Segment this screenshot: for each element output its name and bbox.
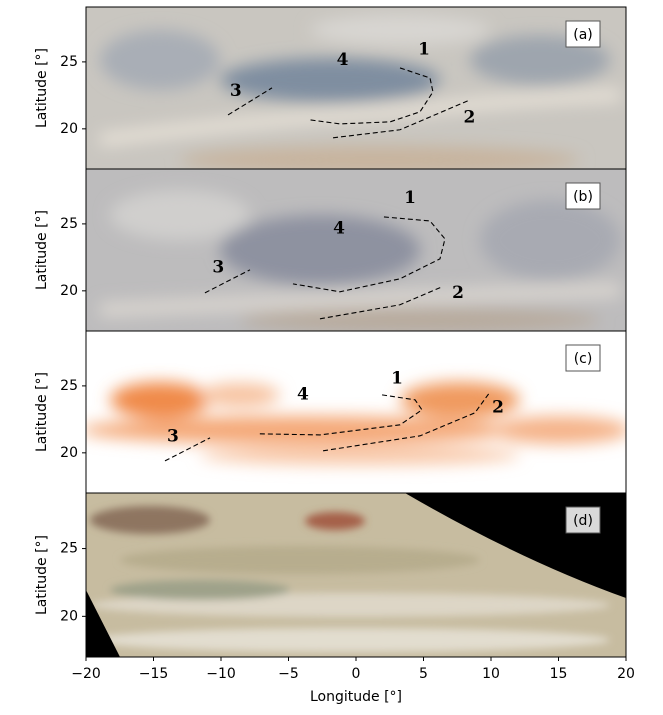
y-axis-label: Latitude [°] xyxy=(34,210,50,290)
dashed-curve xyxy=(204,269,251,294)
y-tick-label: 20 xyxy=(60,121,78,137)
y-tick-label: 25 xyxy=(60,216,78,232)
dashed-curve xyxy=(227,87,273,116)
y-tick-label: 20 xyxy=(60,445,78,461)
y-axis-label: Latitude [°] xyxy=(34,535,50,615)
image-d xyxy=(86,493,626,657)
annotation: 1 xyxy=(418,39,430,59)
panel-label: (a) xyxy=(573,27,593,43)
annotation: 4 xyxy=(333,219,345,239)
panel-label-box xyxy=(565,20,601,48)
dashed-curve xyxy=(332,99,471,139)
y-tick-label: 20 xyxy=(60,608,78,624)
dashed-curve xyxy=(164,437,211,462)
dashed-curve xyxy=(292,216,446,293)
panel-label: (d) xyxy=(573,513,593,529)
panel-label: (c) xyxy=(574,351,593,367)
dashed-curve xyxy=(257,394,423,436)
x-tick-label: 15 xyxy=(550,666,568,682)
image-a xyxy=(86,7,626,169)
y-tick-label: 25 xyxy=(60,54,78,70)
y-axis-label: Latitude [°] xyxy=(34,48,50,128)
x-tick-label: 0 xyxy=(352,666,361,682)
annotation: 2 xyxy=(463,108,475,128)
panel-label-box xyxy=(565,506,601,534)
annotation: 4 xyxy=(337,50,349,70)
x-tick-label: −20 xyxy=(71,666,101,682)
dashed-curve xyxy=(319,286,443,320)
panel-label: (b) xyxy=(573,189,593,205)
y-tick-label: 20 xyxy=(60,283,78,299)
x-tick-label: −15 xyxy=(139,666,169,682)
x-tick-label: −10 xyxy=(206,666,236,682)
annotation: 3 xyxy=(167,426,179,446)
x-tick-label: −5 xyxy=(278,666,299,682)
y-axis-label: Latitude [°] xyxy=(34,372,50,452)
y-tick-label: 25 xyxy=(60,378,78,394)
panel-label-box xyxy=(565,182,601,210)
annotation: 2 xyxy=(452,283,464,303)
annotation: 3 xyxy=(230,81,242,101)
annotation: 1 xyxy=(404,188,416,208)
x-tick-label: 5 xyxy=(419,666,428,682)
x-tick-label: 20 xyxy=(617,666,635,682)
annotation: 1 xyxy=(391,369,403,389)
x-axis-label: Longitude [°] xyxy=(310,689,402,705)
annotation: 2 xyxy=(492,397,504,417)
annotation: 4 xyxy=(297,384,309,404)
panel-label-box xyxy=(565,344,601,372)
y-tick-label: 25 xyxy=(60,541,78,557)
dashed-curve xyxy=(322,391,491,452)
image-b xyxy=(86,169,626,331)
annotation: 3 xyxy=(212,258,224,278)
image-c xyxy=(86,331,626,493)
x-tick-label: 10 xyxy=(482,666,500,682)
